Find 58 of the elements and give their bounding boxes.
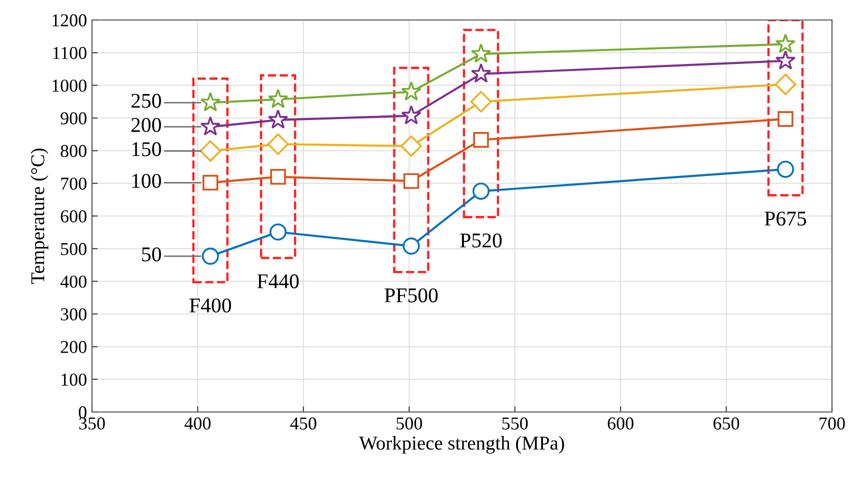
x-tick-label: 400 <box>184 417 211 430</box>
x-tick-label: 350 <box>79 417 105 430</box>
y-tick-label: 1000 <box>52 80 86 92</box>
point <box>776 160 794 178</box>
annotation: F440 <box>257 274 299 288</box>
y-tick-label: 100 <box>62 374 86 386</box>
y-tick-label: 800 <box>60 144 86 158</box>
y-tick-label: 1200 <box>52 14 86 26</box>
point <box>774 74 796 96</box>
point <box>270 223 287 241</box>
x-tick-label: 550 <box>502 417 528 430</box>
y-tick-label: 600 <box>60 210 86 222</box>
point <box>778 111 794 127</box>
point <box>268 109 288 129</box>
point <box>472 182 490 200</box>
point <box>268 88 288 108</box>
point <box>202 174 218 191</box>
point <box>202 248 219 265</box>
y-tick-label: 0 <box>78 406 86 418</box>
text: 100 <box>132 174 161 188</box>
point <box>402 238 420 255</box>
annotation: P675 <box>764 212 806 226</box>
y-axis-title: Temperature (°C) <box>30 148 48 284</box>
x-tick-label: 500 <box>396 417 422 430</box>
x-tick-label: 450 <box>290 417 316 430</box>
point <box>470 63 492 83</box>
x-tick-label: 600 <box>608 417 634 430</box>
point <box>473 132 489 148</box>
x-tick-label: 650 <box>714 417 740 430</box>
point <box>775 34 796 53</box>
y-tick-label: 1100 <box>53 46 86 60</box>
point <box>400 135 422 157</box>
point <box>270 168 286 185</box>
y-tick-label: 500 <box>61 242 86 256</box>
point <box>775 50 796 70</box>
series-label: 150 <box>132 142 161 156</box>
point <box>401 105 422 124</box>
point <box>200 92 221 112</box>
x-tick-label: 700 <box>820 417 845 430</box>
series-label: 250 <box>131 94 161 108</box>
y-tick-label: 700 <box>61 178 86 190</box>
text: 50 <box>142 247 161 262</box>
y-tick-label: 300 <box>60 308 86 320</box>
point <box>470 90 492 112</box>
y-tick-label: 400 <box>60 276 86 288</box>
annotation: P520 <box>460 233 502 248</box>
annotation: F400 <box>190 298 232 313</box>
y-tick-label: 900 <box>60 112 86 124</box>
x-axis-title: Workpiece strength (MPa) <box>359 436 564 454</box>
point <box>200 140 222 162</box>
point <box>470 43 492 63</box>
annotation: PF500 <box>384 288 438 302</box>
series-label: 200 <box>131 118 161 132</box>
y-tick-label: 200 <box>60 340 86 354</box>
point <box>267 133 289 155</box>
point <box>403 173 420 189</box>
point <box>401 81 422 101</box>
point <box>200 116 221 136</box>
